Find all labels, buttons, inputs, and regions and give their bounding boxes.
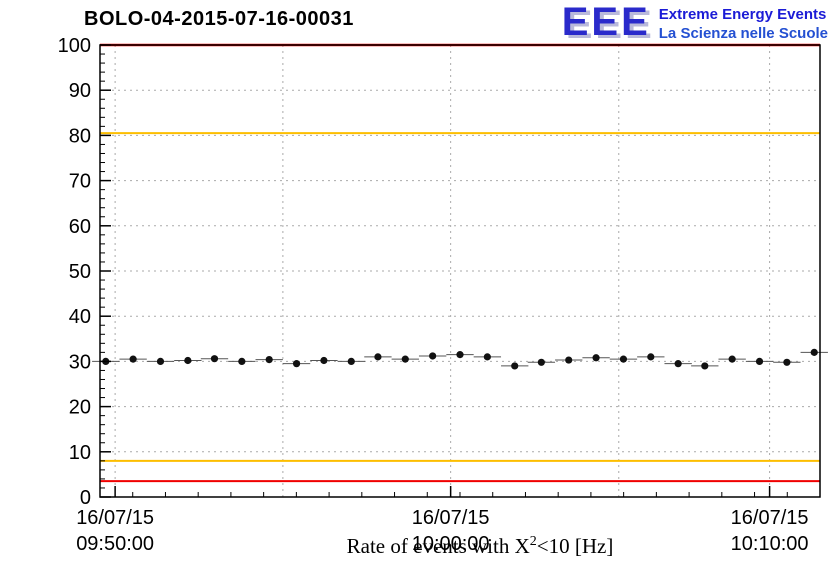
data-point — [456, 351, 464, 359]
data-point — [129, 355, 137, 363]
y-tick-label: 60 — [69, 216, 91, 238]
y-tick-label: 0 — [80, 487, 91, 509]
data-point — [728, 355, 736, 363]
x-tick-label-date: 16/07/15 — [731, 507, 809, 529]
x-tick-label-time: 10:10:00 — [731, 533, 809, 555]
data-point — [674, 360, 682, 368]
logo-line2: La Scienza nelle Scuole — [658, 25, 828, 42]
data-point — [537, 358, 545, 366]
data-point — [701, 362, 709, 370]
data-point — [292, 360, 301, 368]
data-point — [511, 362, 519, 370]
data-point — [374, 353, 382, 361]
data-point — [429, 352, 437, 360]
x-axis-title: Rate of events with X2<10 [Hz] — [347, 534, 614, 558]
data-point — [783, 358, 791, 366]
x-tick-label-time: 09:50:00 — [76, 533, 154, 555]
data-point — [347, 357, 355, 365]
eee-logo: EEE Extreme Energy Events La Scienza nel… — [561, 0, 828, 44]
data-point — [238, 357, 246, 365]
y-tick-label: 20 — [69, 397, 91, 419]
data-point — [565, 356, 573, 364]
y-tick-label: 100 — [58, 35, 91, 57]
data-point — [210, 355, 219, 363]
data-point — [320, 356, 328, 365]
data-point — [156, 357, 165, 365]
eee-logo-text: EEE — [561, 0, 651, 44]
y-tick-label: 70 — [69, 171, 91, 193]
data-point — [483, 353, 491, 361]
y-tick-label: 50 — [69, 261, 91, 283]
data-point — [401, 355, 409, 363]
eee-logo-caption: Extreme Energy Events La Scienza nelle S… — [659, 4, 828, 43]
x-tick-label-date: 16/07/15 — [76, 507, 154, 529]
data-point — [184, 356, 192, 365]
data-point — [810, 348, 818, 356]
y-tick-label: 30 — [69, 351, 91, 373]
data-point — [619, 355, 628, 363]
chart-title: BOLO-04-2015-07-16-00031 — [84, 8, 354, 30]
x-tick-label-time: 10:00:00 — [412, 533, 490, 555]
data-point — [647, 353, 655, 361]
logo-line1: Extreme Energy Events — [658, 6, 827, 23]
x-tick-label-date: 16/07/15 — [412, 507, 490, 529]
y-tick-label: 40 — [69, 306, 91, 328]
data-point — [265, 355, 273, 364]
y-tick-label: 90 — [69, 80, 91, 102]
data-point — [592, 354, 600, 362]
data-point — [755, 357, 764, 365]
y-tick-label: 80 — [69, 125, 91, 147]
y-tick-label: 10 — [69, 442, 91, 464]
